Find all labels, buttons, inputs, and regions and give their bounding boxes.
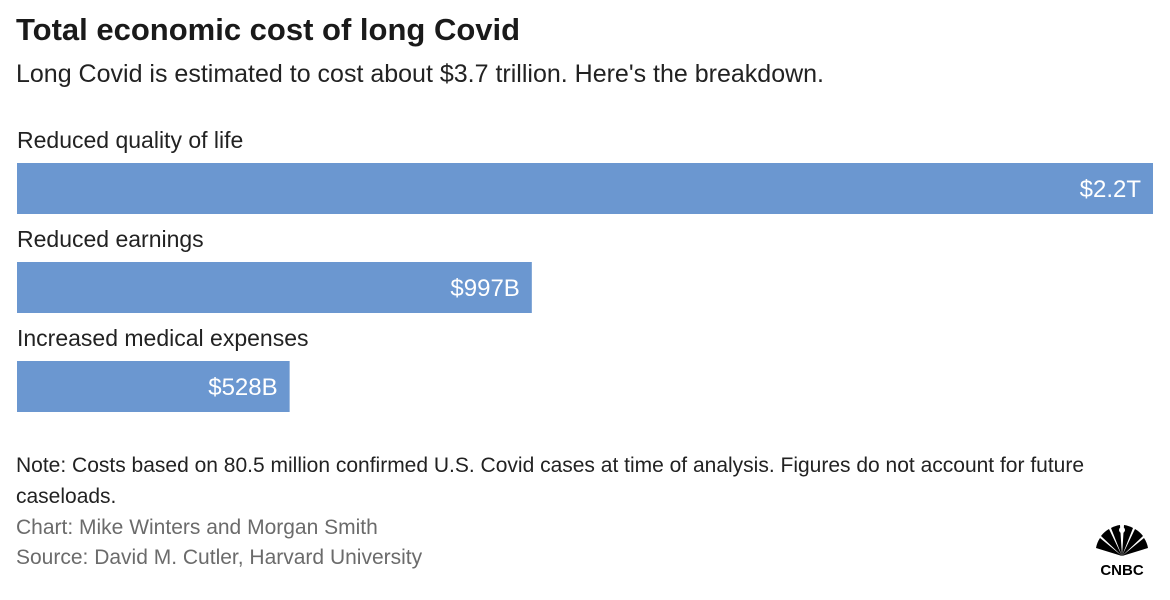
cnbc-wordmark: CNBC [1100, 562, 1143, 578]
bar [17, 163, 1153, 214]
category-label: Increased medical expenses [17, 325, 309, 351]
data-label: $528B [208, 374, 277, 401]
data-label: $2.2T [1080, 176, 1142, 203]
cnbc-logo: CNBC [1096, 525, 1148, 578]
bar [17, 361, 290, 412]
chart-credit: Chart: Mike Winters and Morgan Smith [16, 516, 378, 539]
chart-source: Source: David M. Cutler, Harvard Univers… [16, 546, 423, 569]
bar-chart: Reduced quality of life $2.2T Reduced earn… [17, 127, 1153, 412]
data-label: $997B [450, 275, 519, 302]
bar [17, 262, 532, 313]
chart-subtitle: Long Covid is estimated to cost about $3… [16, 60, 824, 88]
nbc-peacock-icon [1096, 525, 1148, 556]
chart-title: Total economic cost of long Covid [16, 12, 521, 47]
chart-note: Note: Costs based on 80.5 million confir… [16, 454, 1085, 508]
category-label: Reduced earnings [17, 226, 204, 252]
category-label: Reduced quality of life [17, 127, 243, 153]
